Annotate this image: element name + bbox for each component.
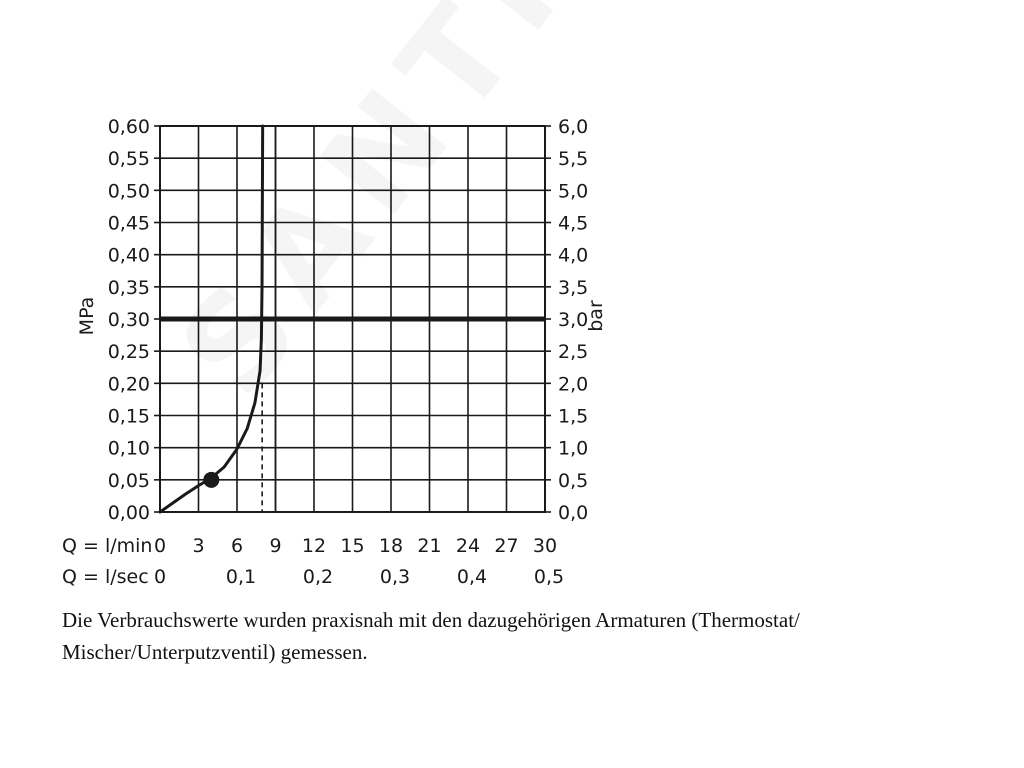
x-lsec-tick-label: 0,5	[534, 566, 564, 588]
y-right-tick-label: 0,0	[558, 502, 588, 524]
y-right-tick-label: 3,5	[558, 277, 588, 299]
x-lmin-tick-label: 9	[269, 535, 281, 557]
y-left-tick-label: 0,10	[108, 438, 150, 460]
caption-line-1: Die Verbrauchswerte wurden praxisnah mit…	[62, 608, 800, 632]
y-left-tick-label: 0,25	[108, 341, 150, 363]
y-left-tick-label: 0,30	[108, 309, 150, 331]
x-lsec-tick-label: 0,2	[303, 566, 333, 588]
y-left-tick-label: 0,60	[108, 116, 150, 138]
x-secondary-axis-label: Q = l/sec	[62, 566, 149, 588]
y-left-tick-label: 0,35	[108, 277, 150, 299]
y-left-tick-label: 0,50	[108, 180, 150, 202]
x-primary-axis-label: Q = l/min	[62, 535, 152, 557]
operating-point-marker	[203, 471, 220, 488]
y-right-tick-label: 0,5	[558, 470, 588, 492]
x-lmin-tick-label: 3	[192, 535, 204, 557]
y-right-tick-label: 1,0	[558, 438, 588, 460]
caption-line-2: Mischer/Unterputzventil) gemessen.	[62, 640, 368, 664]
flow-curve	[158, 124, 265, 514]
x-lmin-tick-label: 6	[231, 535, 243, 557]
y-right-tick-label: 5,5	[558, 148, 588, 170]
x-lsec-tick-label: 0,1	[226, 566, 256, 588]
y-left-tick-label: 0,05	[108, 470, 150, 492]
y-left-tick-label: 0,00	[108, 502, 150, 524]
y-right-tick-label: 2,0	[558, 373, 588, 395]
x-lmin-tick-label: 12	[302, 535, 326, 557]
x-lmin-tick-label: 18	[379, 535, 403, 557]
x-lsec-tick-label: 0,4	[457, 566, 487, 588]
x-lmin-tick-label: 21	[417, 535, 441, 557]
y-left-tick-label: 0,55	[108, 148, 150, 170]
x-lmin-tick-label: 0	[154, 535, 166, 557]
y-right-tick-label: 1,5	[558, 406, 588, 428]
x-lmin-tick-label: 24	[456, 535, 480, 557]
y-left-tick-label: 0,45	[108, 213, 150, 235]
x-lsec-tick-label: 0,3	[380, 566, 410, 588]
y-left-tick-label: 0,20	[108, 373, 150, 395]
y-right-tick-label: 3,0	[558, 309, 588, 331]
y-right-axis-title: bar	[585, 300, 607, 332]
y-right-tick-label: 6,0	[558, 116, 588, 138]
y-right-tick-label: 4,5	[558, 213, 588, 235]
x-lsec-tick-label: 0	[154, 566, 166, 588]
x-lmin-tick-label: 15	[340, 535, 364, 557]
y-left-axis-title: MPa	[76, 297, 98, 336]
y-right-tick-label: 5,0	[558, 180, 588, 202]
y-right-tick-label: 4,0	[558, 245, 588, 267]
y-left-tick-label: 0,15	[108, 406, 150, 428]
x-lmin-tick-label: 30	[533, 535, 557, 557]
y-right-tick-label: 2,5	[558, 341, 588, 363]
x-lmin-tick-label: 27	[494, 535, 518, 557]
y-left-tick-label: 0,40	[108, 245, 150, 267]
caption: Die Verbrauchswerte wurden praxisnah mit…	[62, 604, 962, 668]
